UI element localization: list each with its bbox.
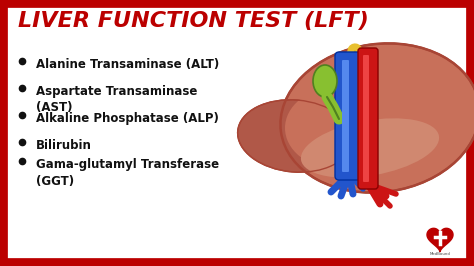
Text: Aspartate Transaminase
(AST): Aspartate Transaminase (AST) — [36, 85, 197, 114]
Ellipse shape — [301, 118, 439, 178]
Text: Alkaline Phosphatase (ALP): Alkaline Phosphatase (ALP) — [36, 112, 219, 125]
Polygon shape — [427, 228, 453, 252]
FancyBboxPatch shape — [358, 48, 378, 189]
Ellipse shape — [285, 88, 385, 168]
Ellipse shape — [313, 65, 337, 97]
FancyBboxPatch shape — [3, 3, 471, 263]
Text: LIVER FUNCTION TEST (LFT): LIVER FUNCTION TEST (LFT) — [18, 11, 369, 31]
FancyBboxPatch shape — [342, 60, 349, 172]
Text: MedBound: MedBound — [429, 252, 450, 256]
Ellipse shape — [237, 100, 352, 172]
FancyBboxPatch shape — [335, 52, 361, 180]
Text: Alanine Transaminase (ALT): Alanine Transaminase (ALT) — [36, 58, 219, 71]
FancyBboxPatch shape — [363, 55, 369, 182]
Ellipse shape — [281, 43, 474, 193]
Text: Gama-glutamyl Transferase
(GGT): Gama-glutamyl Transferase (GGT) — [36, 158, 219, 188]
Text: Bilirubin: Bilirubin — [36, 139, 92, 152]
Ellipse shape — [339, 81, 361, 131]
